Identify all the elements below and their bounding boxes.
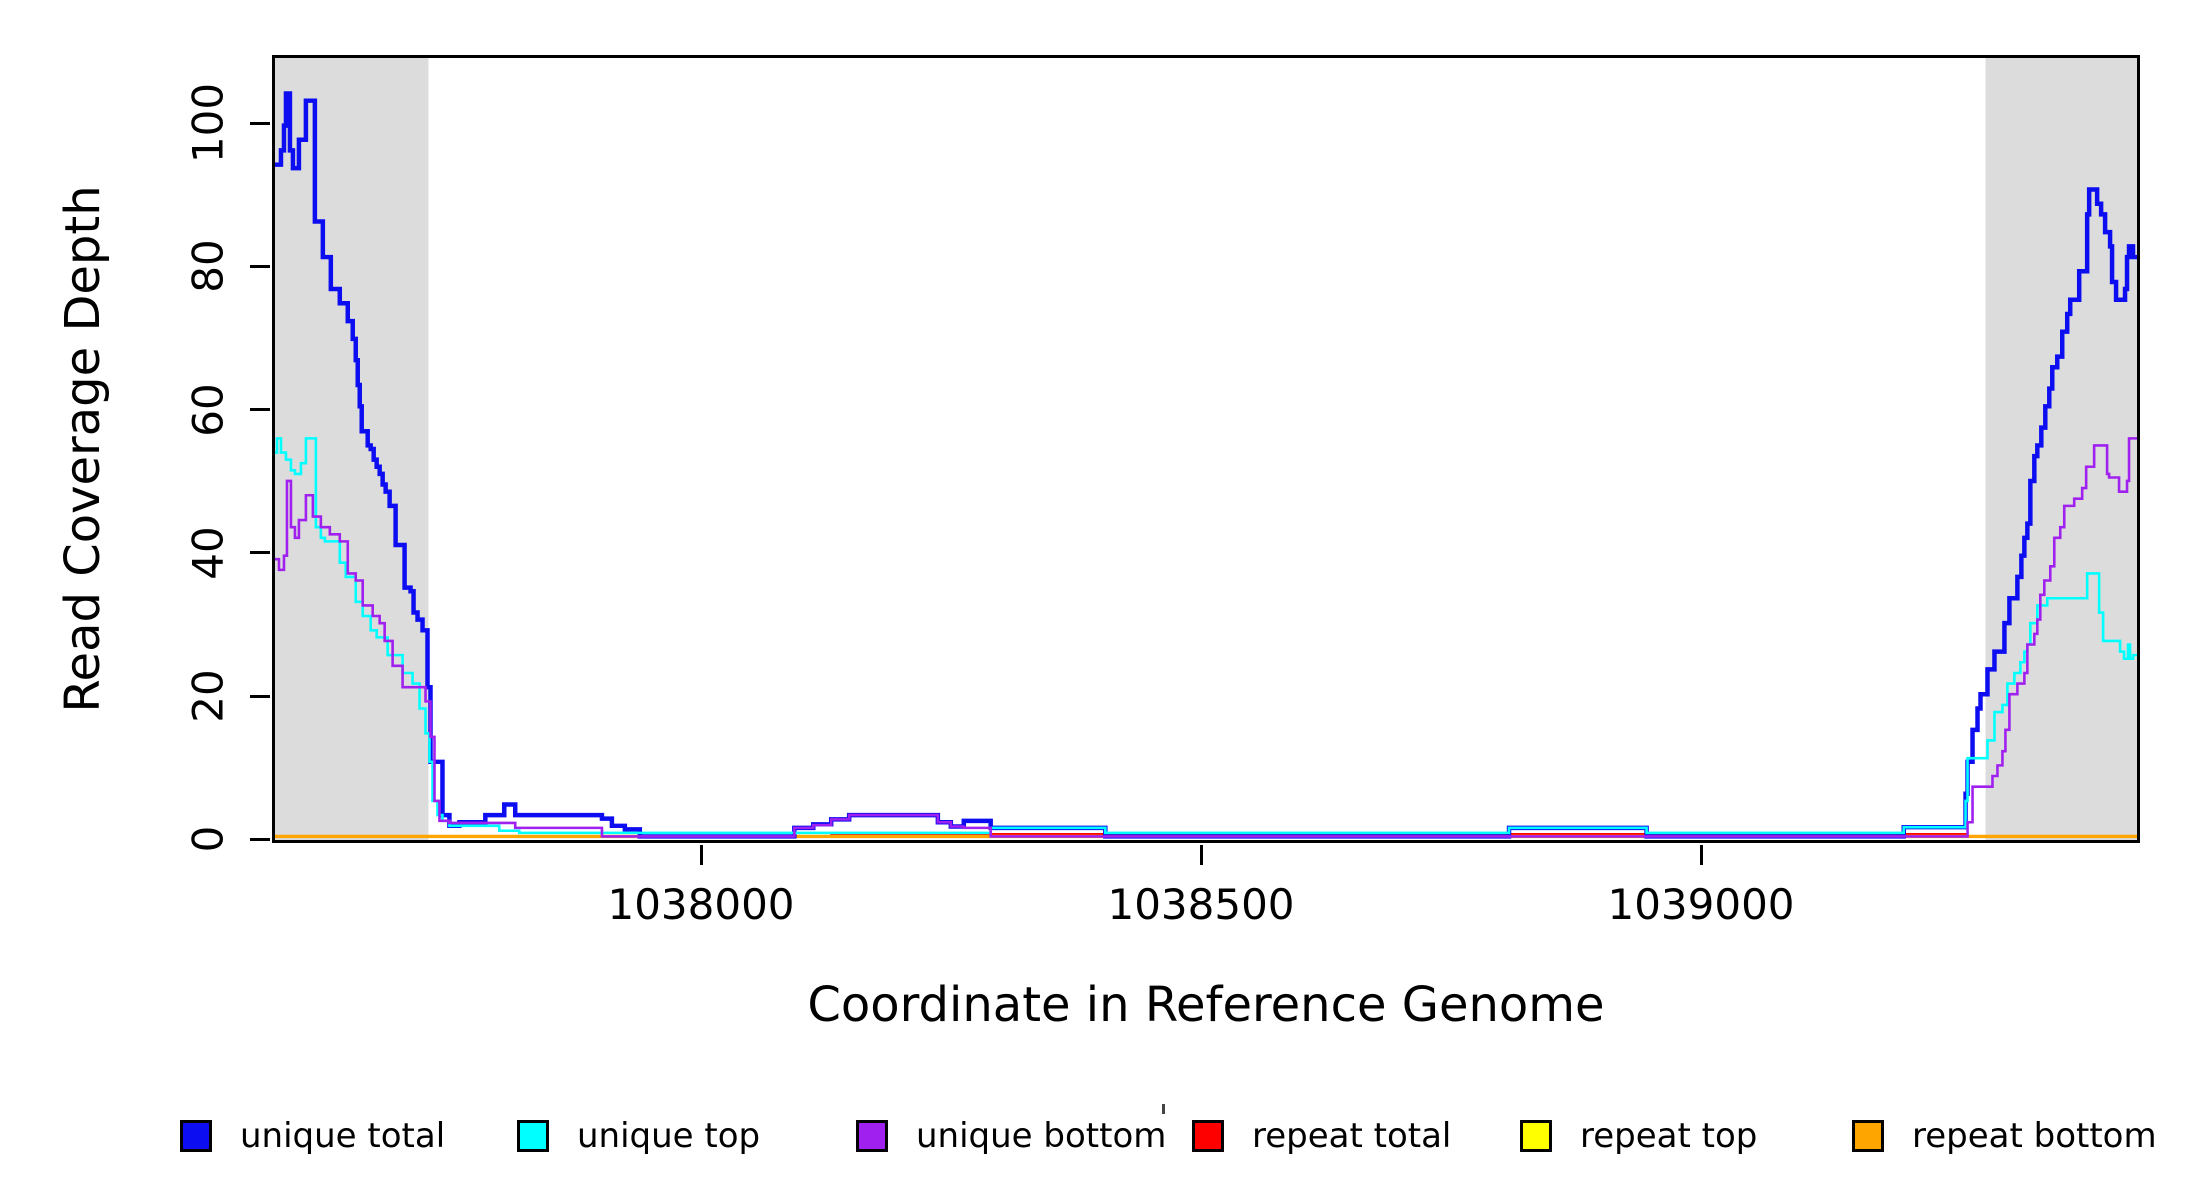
x-tick-mark [699, 845, 703, 865]
legend-item-unique-bottom: unique bottom [856, 1112, 1166, 1160]
legend-swatch-unique-top [517, 1120, 549, 1152]
x-tick-label: 1038500 [1107, 880, 1295, 929]
legend-swatch-repeat-top [1520, 1120, 1552, 1152]
y-axis-label: Read Coverage Depth [55, 185, 111, 713]
series-line-unique-top [275, 437, 2137, 835]
y-tick-mark [250, 264, 270, 268]
x-tick-mark [1699, 845, 1703, 865]
y-tick-mark [250, 551, 270, 555]
legend-swatch-repeat-bottom [1852, 1120, 1884, 1152]
highlight-band-right [1985, 58, 2137, 840]
series-line-unique-total [275, 91, 2137, 839]
legend-item-unique-top: unique top [517, 1112, 760, 1160]
y-tick-mark [250, 408, 270, 412]
legend-label-unique-bottom: unique bottom [916, 1116, 1167, 1156]
y-tick-mark [250, 121, 270, 125]
legend-label-unique-total: unique total [240, 1116, 446, 1156]
plot-area [272, 55, 2140, 843]
legend-label-repeat-total: repeat total [1252, 1116, 1452, 1156]
legend-swatch-repeat-total [1192, 1120, 1224, 1152]
legend-label-unique-top: unique top [577, 1116, 761, 1156]
series-line-unique-bottom [275, 437, 2137, 838]
y-tick-label: 40 [183, 526, 233, 580]
stray-artifact-mark [1162, 1104, 1165, 1114]
plot-canvas [275, 58, 2137, 840]
highlight-band-left [275, 58, 429, 840]
y-tick-label: 0 [183, 826, 233, 853]
y-tick-mark [250, 837, 270, 841]
x-axis-label: Coordinate in Reference Genome [807, 977, 1605, 1033]
legend-swatch-unique-bottom [856, 1120, 888, 1152]
y-tick-label: 100 [183, 82, 233, 164]
legend-label-repeat-bottom: repeat bottom [1912, 1116, 2157, 1156]
y-tick-mark [250, 694, 270, 698]
legend: unique total unique top unique bottom re… [0, 1112, 2200, 1172]
y-tick-label: 80 [183, 239, 233, 294]
legend-item-unique-total: unique total [180, 1112, 445, 1160]
x-tick-mark [1199, 845, 1203, 865]
y-tick-label: 20 [183, 669, 233, 723]
legend-item-repeat-bottom: repeat bottom [1852, 1112, 2157, 1160]
legend-label-repeat-top: repeat top [1580, 1116, 1758, 1156]
legend-swatch-unique-total [180, 1120, 212, 1152]
x-tick-label: 1039000 [1607, 880, 1795, 929]
y-tick-label: 60 [183, 382, 233, 437]
legend-item-repeat-total: repeat total [1192, 1112, 1451, 1160]
x-tick-label: 1038000 [607, 880, 795, 929]
legend-item-repeat-top: repeat top [1520, 1112, 1757, 1160]
